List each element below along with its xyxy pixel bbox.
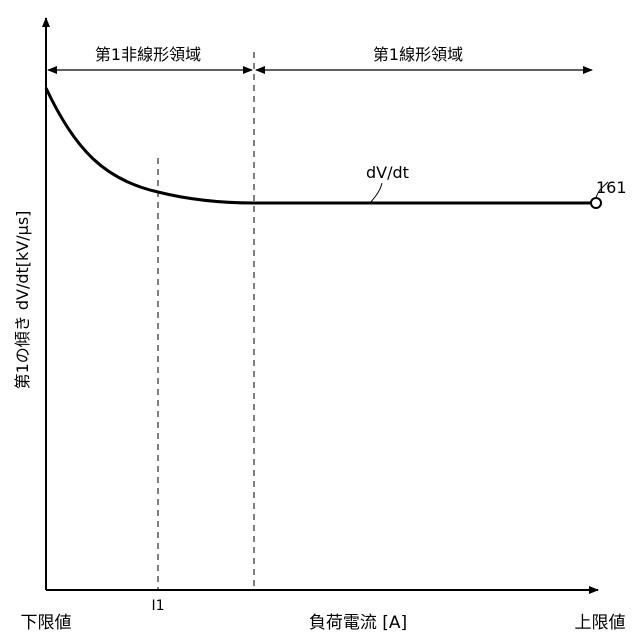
endpoint-marker bbox=[591, 198, 601, 208]
i1-label: I1 bbox=[151, 598, 164, 614]
dvdt-curve bbox=[46, 88, 592, 203]
region-label-nonlinear: 第1非線形領域 bbox=[95, 45, 201, 64]
region-label-linear: 第1線形領域 bbox=[373, 45, 463, 64]
reference-numeral: 161 bbox=[596, 178, 627, 197]
curve-label-leader bbox=[370, 183, 382, 203]
x-axis-lower-limit-label: 下限値 bbox=[21, 613, 72, 633]
x-axis-label: 負荷電流 [A] bbox=[309, 613, 407, 633]
curve-label: dV/dt bbox=[366, 163, 409, 182]
x-axis-upper-limit-label: 上限値 bbox=[575, 613, 626, 633]
y-axis-label: 第1の傾き dV/dt[kV/μs] bbox=[13, 211, 32, 390]
